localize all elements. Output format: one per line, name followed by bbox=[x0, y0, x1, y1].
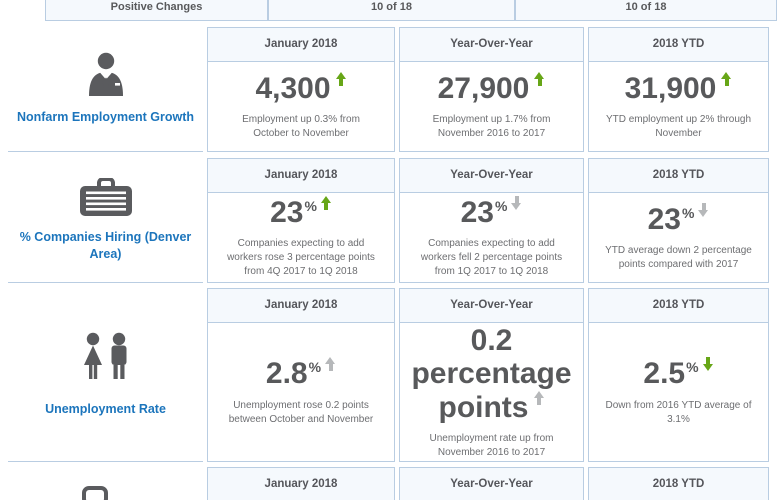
metric-cell: 23% Companies expecting to add workers f… bbox=[399, 193, 584, 283]
metric-row-unemployment-rate: Unemployment Rate January 2018 Year-Over… bbox=[8, 288, 773, 462]
column-header-2018-ytd: 2018 YTD bbox=[588, 288, 769, 323]
metric-description: Unemployment rate up from November 2016 … bbox=[429, 433, 554, 459]
row-label: Unemployment Rate bbox=[45, 401, 166, 416]
metric-cell: 23% YTD average down 2 percentage points… bbox=[588, 193, 769, 283]
metric-description: YTD employment up 2% through November bbox=[605, 114, 752, 140]
metric-cell: 2.5% Down from 2016 YTD average of 3.1% bbox=[588, 323, 769, 462]
trend-arrow-icon bbox=[702, 357, 714, 372]
summary-label: Positive Changes bbox=[45, 0, 268, 21]
metric-row-companies-hiring: % Companies Hiring (Denver Area) January… bbox=[8, 158, 773, 283]
trend-arrow-icon bbox=[698, 202, 709, 217]
column-header-year-over-year: Year-Over-Year bbox=[399, 467, 584, 500]
metric-cell: 0.2 percentage points Unemployment rate … bbox=[399, 323, 584, 462]
column-header-january-2018: January 2018 bbox=[207, 467, 395, 500]
metric-value: 27,900 bbox=[438, 71, 546, 106]
row-label: Nonfarm Employment Growth bbox=[16, 110, 195, 125]
column-header-year-over-year: Year-Over-Year bbox=[399, 27, 584, 62]
metric-value: 2.5% bbox=[643, 357, 713, 391]
summary-row: Positive Changes 10 of 18 10 of 18 bbox=[45, 0, 777, 21]
metric-value: 0.2 percentage points bbox=[411, 323, 572, 424]
metrics-table: Nonfarm Employment Growth January 2018 Y… bbox=[8, 27, 773, 500]
column-header-2018-ytd: 2018 YTD bbox=[588, 27, 769, 62]
metric-row-nonfarm-employment: Nonfarm Employment Growth January 2018 Y… bbox=[8, 27, 773, 152]
metric-value: 23% bbox=[270, 195, 332, 230]
column-header-january-2018: January 2018 bbox=[207, 27, 395, 62]
column-header-year-over-year: Year-Over-Year bbox=[399, 158, 584, 193]
row-label: % Companies Hiring (Denver Area) bbox=[19, 230, 192, 261]
row-label-cell: Nonfarm Employment Growth bbox=[8, 27, 203, 152]
metric-description: Employment up 1.7% from November 2016 to… bbox=[432, 114, 551, 140]
column-header-january-2018: January 2018 bbox=[207, 158, 395, 193]
metric-description: Companies expecting to add workers rose … bbox=[227, 238, 375, 278]
row-label-cell bbox=[8, 467, 203, 500]
metric-cell: 31,900 YTD employment up 2% through Nove… bbox=[588, 62, 769, 152]
metric-cell: 27,900 Employment up 1.7% from November … bbox=[399, 62, 584, 152]
summary-value-yoy: 10 of 18 bbox=[268, 0, 515, 21]
metric-value: 4,300 bbox=[255, 71, 347, 106]
metric-description: Companies expecting to add workers fell … bbox=[420, 238, 563, 278]
metric-description: Unemployment rose 0.2 points between Oct… bbox=[228, 399, 374, 425]
summary-value-ytd: 10 of 18 bbox=[515, 0, 777, 21]
row-label-cell: % Companies Hiring (Denver Area) bbox=[8, 158, 203, 283]
metric-cell: 23% Companies expecting to add workers r… bbox=[207, 193, 395, 283]
metric-value: 2.8% bbox=[266, 357, 336, 391]
trend-arrow-icon bbox=[320, 195, 332, 210]
people-icon bbox=[80, 332, 132, 388]
trend-arrow-icon bbox=[335, 71, 347, 86]
metric-value: 23% bbox=[648, 202, 710, 237]
metric-cell: 4,300 Employment up 0.3% from October to… bbox=[207, 62, 395, 152]
column-header-january-2018: January 2018 bbox=[207, 288, 395, 323]
trend-arrow-icon bbox=[511, 195, 522, 210]
trend-arrow-icon bbox=[721, 71, 732, 86]
row-label-cell: Unemployment Rate bbox=[8, 288, 203, 462]
metric-description: YTD average down 2 percentage points com… bbox=[605, 245, 752, 271]
trend-arrow-icon bbox=[534, 71, 545, 86]
metric-value: 23% bbox=[461, 195, 523, 230]
metric-description: Employment up 0.3% from October to Novem… bbox=[242, 114, 360, 140]
column-header-year-over-year: Year-Over-Year bbox=[399, 288, 584, 323]
trend-arrow-icon bbox=[325, 357, 336, 372]
metric-value: 31,900 bbox=[625, 71, 733, 106]
briefcase-icon bbox=[79, 178, 133, 217]
businessperson-icon bbox=[86, 52, 126, 97]
column-header-2018-ytd: 2018 YTD bbox=[588, 467, 769, 500]
partial-icon bbox=[82, 486, 108, 500]
metric-description: Down from 2016 YTD average of 3.1% bbox=[605, 399, 752, 425]
column-header-2018-ytd: 2018 YTD bbox=[588, 158, 769, 193]
metric-cell: 2.8% Unemployment rose 0.2 points betwee… bbox=[207, 323, 395, 462]
trend-arrow-icon bbox=[533, 390, 545, 405]
metric-row-partial: January 2018 Year-Over-Year 2018 YTD bbox=[8, 467, 773, 500]
